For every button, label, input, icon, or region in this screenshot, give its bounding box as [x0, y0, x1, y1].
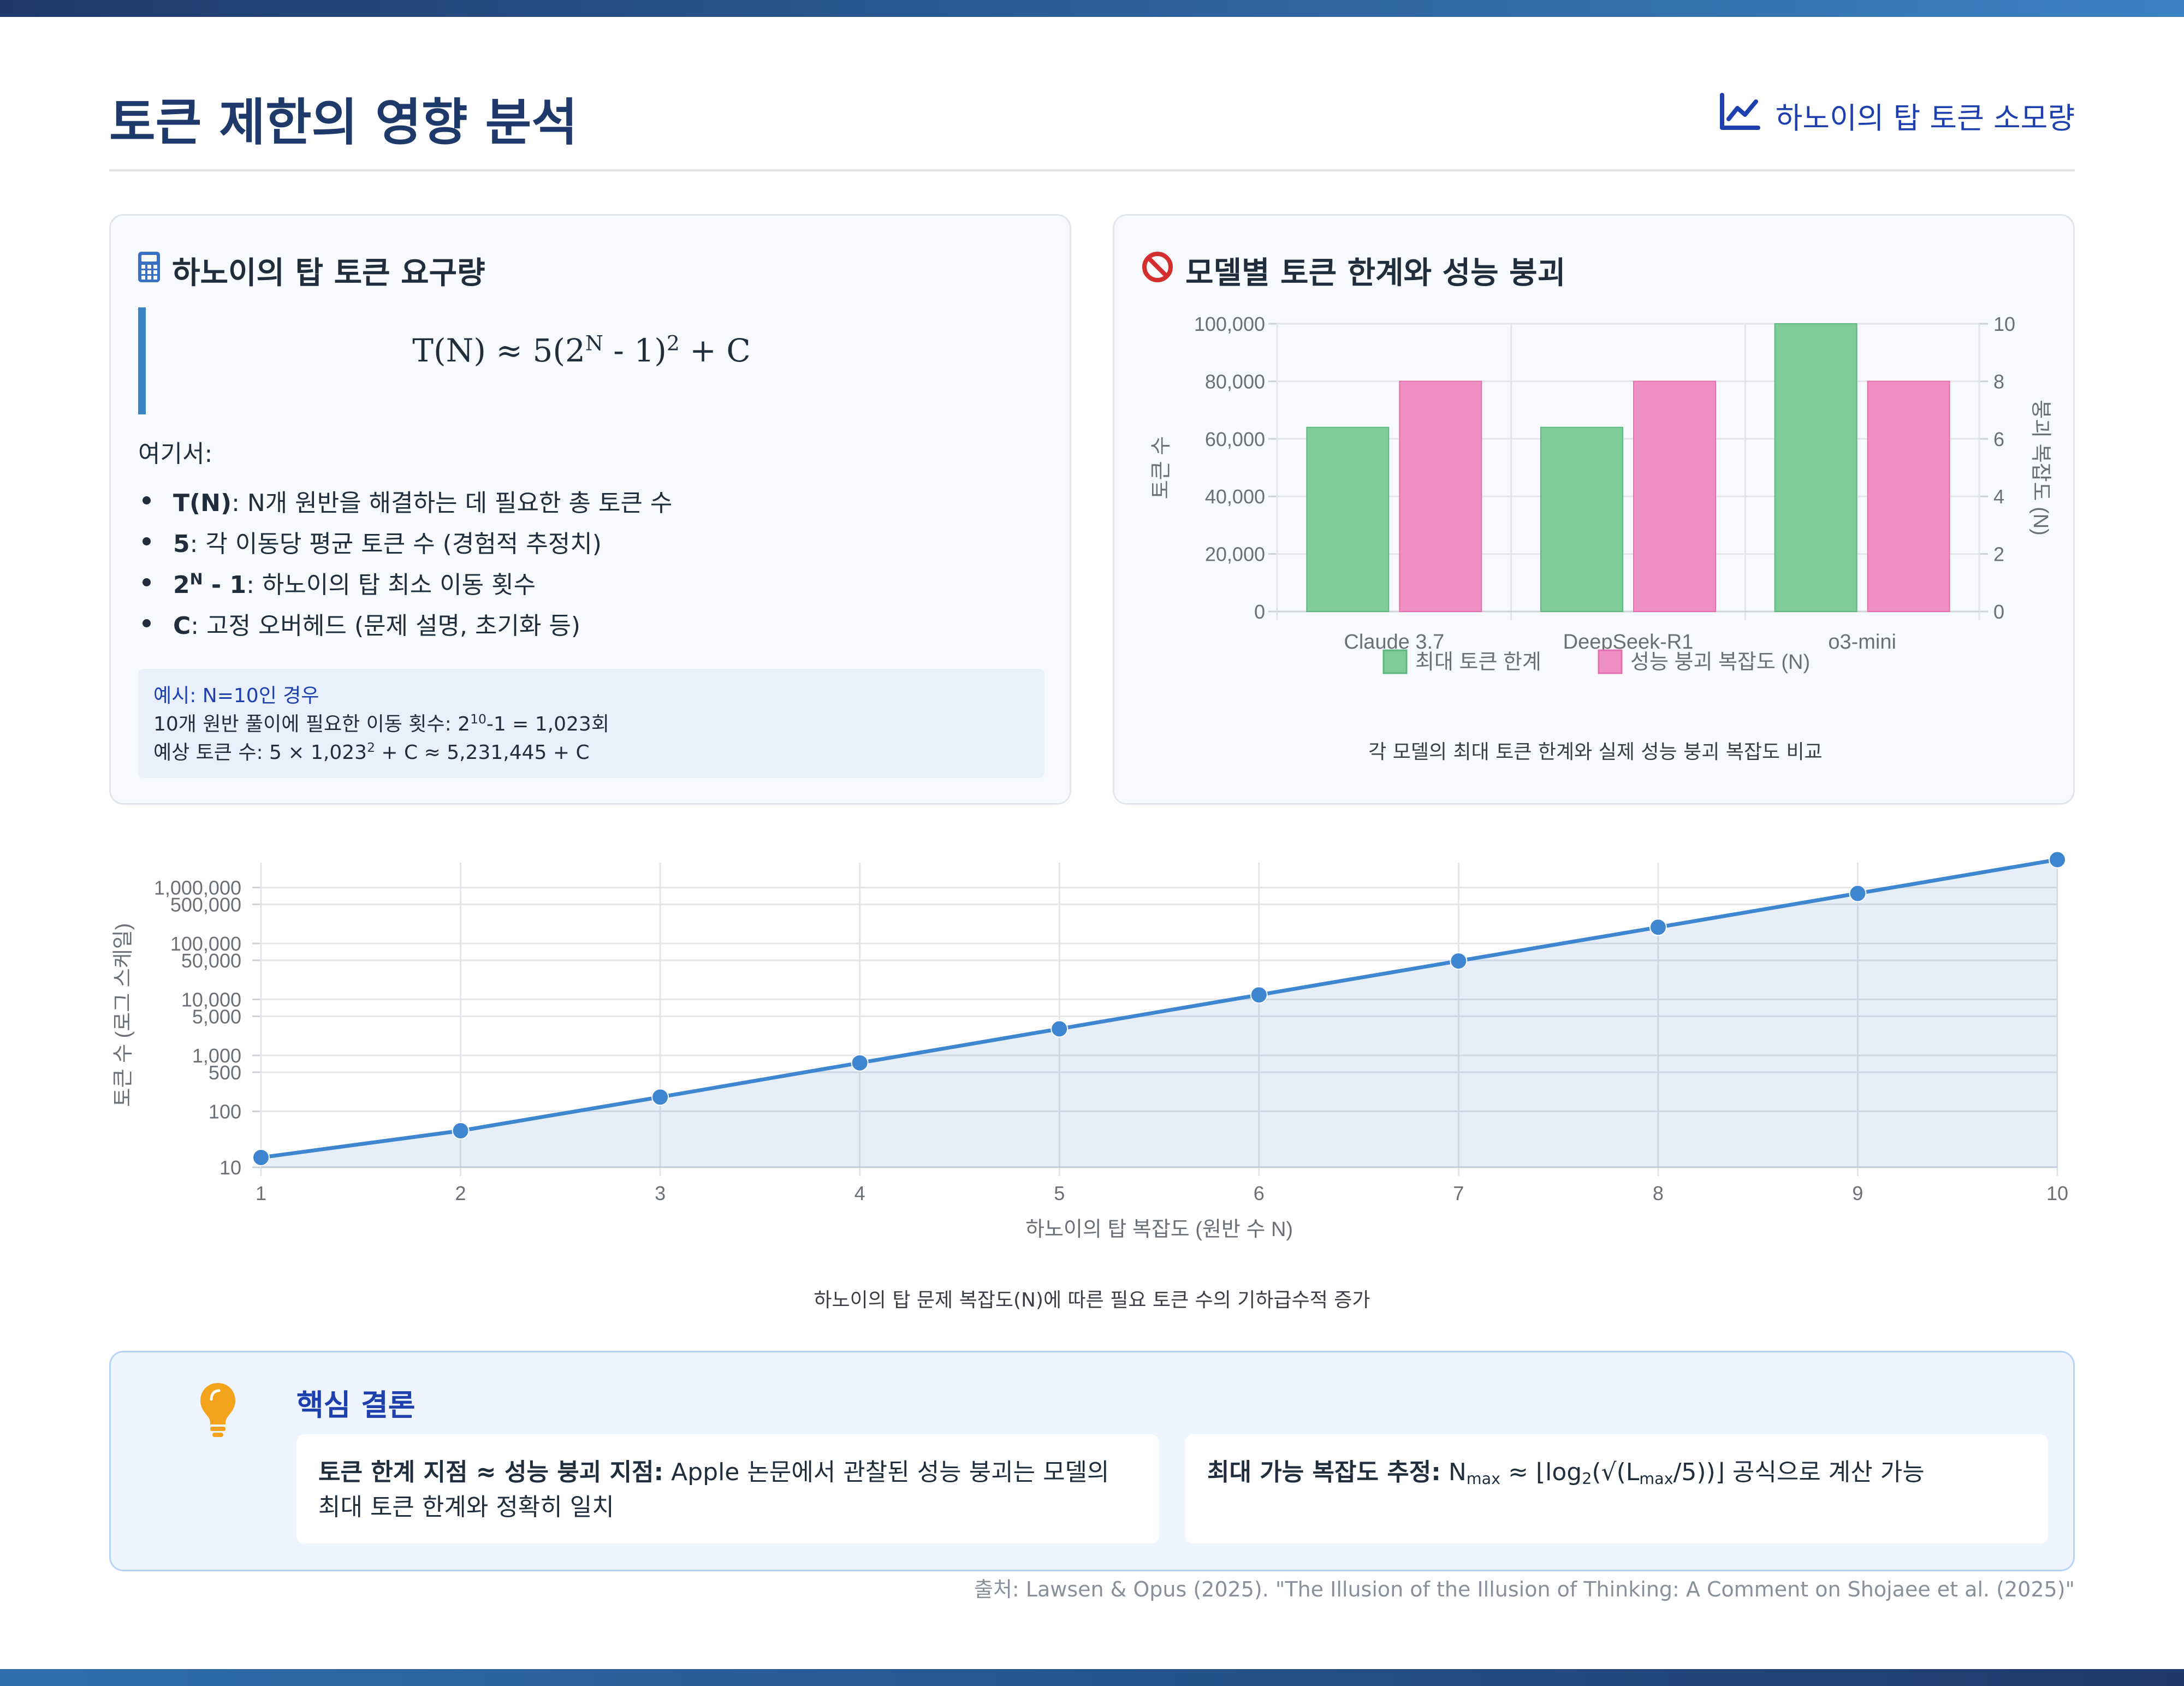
y-tick-label: 20,000: [1205, 543, 1265, 566]
y2-tick-label: 8: [1993, 370, 2004, 393]
card-title-text: 모델별 토큰 한계와 성능 붕괴: [1185, 256, 1566, 291]
bar-chart-caption: 각 모델의 최대 토큰 한계와 실제 성능 붕괴 복잡도 비교: [1368, 741, 1823, 763]
y-tick-label: 10: [219, 1156, 241, 1179]
x-tick-label: 7: [1453, 1182, 1464, 1204]
card-title-text: 하노이의 탑 토큰 요구량: [172, 256, 485, 291]
y-tick-label: 0: [1254, 601, 1265, 623]
page-header: 토큰 제한의 영향 분석 하노이의 탑 토큰 소모량: [109, 82, 2075, 171]
legend-label: 최대 토큰 한계: [1415, 651, 1541, 674]
data-point: [851, 1054, 869, 1072]
token-requirement-card: 하노이의 탑 토큰 요구량 T(N) ≈ 5(2N - 1)2 + C 여기서:…: [109, 214, 1071, 805]
x-tick-label: 1: [256, 1182, 266, 1204]
legend-swatch: [1382, 649, 1408, 674]
line-chart-icon: [1719, 93, 1760, 138]
y-tick-label: 5,000: [192, 1005, 241, 1028]
y-tick-label: 500: [209, 1061, 241, 1084]
legend-label: 성능 붕괴 복잡도 (N): [1630, 651, 1810, 674]
data-point: [651, 1088, 669, 1106]
y2-axis-label: 붕괴 복잡도 (N): [2029, 400, 2052, 536]
series-line: [260, 858, 2058, 1160]
definition-list: T(N): N개 원반을 해결하는 데 필요한 총 토큰 수 5: 각 이동당 …: [138, 483, 672, 647]
x-tick-label: DeepSeek-R1: [1563, 631, 1694, 654]
card-title: 모델별 토큰 한계와 성능 붕괴: [1142, 248, 1565, 293]
x-tick-label: 8: [1653, 1182, 1664, 1204]
x-tick-label: o3-mini: [1828, 631, 1896, 654]
x-tick-label: 6: [1254, 1182, 1265, 1204]
conclusion-item-max-complexity: 최대 가능 복잡도 추정: Nmax ≈ ⌊log2(√(Lmax/5))⌋ 공…: [1185, 1434, 2048, 1543]
source-citation: 출처: Lawsen & Opus (2025). "The Illusion …: [974, 1577, 2075, 1601]
header-subtitle: 하노이의 탑 토큰 소모량: [1719, 93, 2075, 138]
y-tick-label: 80,000: [1205, 370, 1265, 393]
x-tick-label: 4: [854, 1182, 865, 1204]
data-point: [252, 1148, 270, 1166]
legend-swatch: [1598, 649, 1623, 674]
conclusion-title: 핵심 결론: [296, 1388, 416, 1422]
data-point: [1849, 884, 1867, 903]
bottom-accent-bar: [0, 1669, 2184, 1686]
bar-chart: 020,00040,00060,00080,000100,0000246810C…: [1150, 313, 2052, 674]
y-tick-label: 1,000: [192, 1044, 241, 1067]
ban-icon: [1142, 251, 1173, 290]
lightbulb-icon: [198, 1381, 238, 1440]
example-line-tokens: 예상 토큰 수: 5 × 1,0232 + C ≈ 5,231,445 + C: [153, 740, 590, 764]
x-tick-label: 5: [1054, 1182, 1065, 1204]
data-point: [1450, 952, 1468, 970]
data-point: [452, 1122, 470, 1140]
conclusion-item-token-limit: 토큰 한계 지점 ≈ 성능 붕괴 지점: Apple 논문에서 관찰된 성능 붕…: [296, 1434, 1159, 1543]
formula-box: T(N) ≈ 5(2N - 1)2 + C: [138, 307, 1017, 414]
list-item: 5: 각 이동당 평균 토큰 수 (경험적 추정치): [138, 524, 672, 565]
card-title: 하노이의 탑 토큰 요구량: [138, 248, 485, 293]
page-title: 토큰 제한의 영향 분석: [109, 93, 578, 152]
data-point: [1649, 918, 1667, 936]
y2-tick-label: 2: [1993, 543, 2004, 566]
y2-tick-label: 0: [1993, 601, 2004, 623]
data-point: [1051, 1020, 1069, 1038]
header-subtitle-text: 하노이의 탑 토큰 소모량: [1775, 101, 2075, 135]
y-tick-label: 100,000: [170, 933, 241, 955]
bar: [1540, 426, 1623, 612]
example-line-moves: 10개 원반 풀이에 필요한 이동 횟수: 210-1 = 1,023회: [153, 711, 609, 735]
where-label: 여기서:: [138, 440, 213, 468]
y-tick-label: 60,000: [1205, 428, 1265, 450]
bar: [1867, 381, 1950, 612]
conclusion-box: 핵심 결론 토큰 한계 지점 ≈ 성능 붕괴 지점: Apple 논문에서 관찰…: [109, 1351, 2075, 1571]
example-title: 예시: N=10인 경우: [153, 685, 319, 707]
y-tick-label: 500,000: [170, 893, 241, 916]
bar: [1774, 323, 1857, 612]
y2-tick-label: 10: [1993, 313, 2015, 335]
token-formula: T(N) ≈ 5(2N - 1)2 + C: [412, 331, 751, 369]
bar: [1306, 426, 1390, 612]
y-axis-label: 토큰 수: [1150, 436, 1173, 499]
y-axis-label: 토큰 수 (로그 스케일): [112, 923, 135, 1107]
x-tick-label: 10: [2046, 1182, 2068, 1204]
data-point: [1250, 986, 1268, 1004]
y-tick-label: 50,000: [181, 949, 241, 972]
data-point: [2049, 851, 2066, 869]
bar: [1399, 381, 1482, 612]
example-box: 예시: N=10인 경우 10개 원반 풀이에 필요한 이동 횟수: 210-1…: [138, 669, 1044, 778]
model-limits-card: 모델별 토큰 한계와 성능 붕괴 0 20,000 40,000 60,000 80,0…: [1113, 214, 2075, 805]
y-tick-label: 100,000: [1194, 313, 1265, 335]
y2-tick-label: 4: [1993, 485, 2004, 508]
calculator-icon: [138, 251, 160, 290]
x-tick-label: 9: [1852, 1182, 1863, 1204]
top-accent-bar: [0, 0, 2184, 17]
y-tick-label: 10,000: [181, 989, 241, 1011]
list-item: C: 고정 오버헤드 (문제 설명, 초기화 등): [138, 606, 672, 647]
x-axis-label: 하노이의 탑 복잡도 (원반 수 N): [1025, 1218, 1293, 1241]
x-tick-label: 3: [655, 1182, 666, 1204]
y-tick-label: 1,000,000: [154, 877, 241, 899]
line-chart-caption: 하노이의 탑 문제 복잡도(N)에 따른 필요 토큰 수의 기하급수적 증가: [814, 1289, 1370, 1311]
y-tick-label: 40,000: [1205, 485, 1265, 508]
list-item: 2N - 1: 하노이의 탑 최소 이동 횟수: [138, 565, 672, 606]
y-tick-label: 100: [209, 1101, 241, 1123]
y2-tick-label: 6: [1993, 428, 2004, 450]
bar: [1633, 381, 1716, 612]
x-tick-label: 2: [455, 1182, 466, 1204]
list-item: T(N): N개 원반을 해결하는 데 필요한 총 토큰 수: [138, 483, 672, 524]
